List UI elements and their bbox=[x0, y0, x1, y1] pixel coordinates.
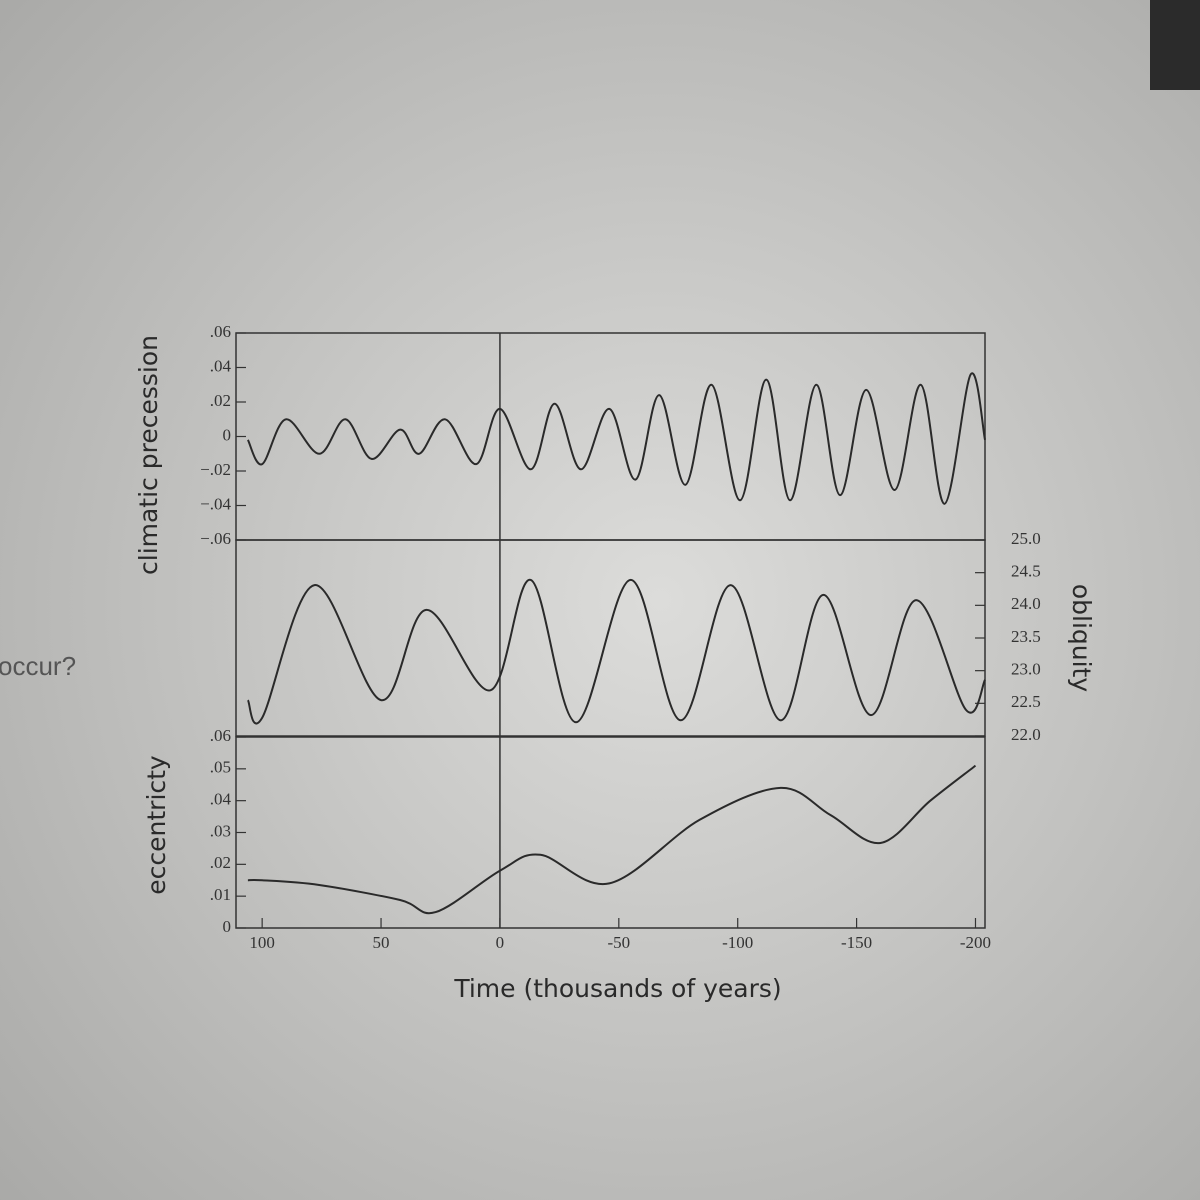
x-tick-label: -200 bbox=[960, 933, 991, 952]
y-tick-label: 22.0 bbox=[1011, 725, 1041, 744]
y-tick-label: 0 bbox=[223, 425, 232, 444]
y-tick-label: 23.0 bbox=[1011, 660, 1041, 679]
y-axis-title: climatic precession bbox=[134, 335, 163, 575]
y-tick-label: −.06 bbox=[200, 529, 231, 548]
y-tick-label: 0 bbox=[223, 917, 232, 936]
y-tick-label: .02 bbox=[210, 391, 231, 410]
plot: .06 .04 .02 0 −.02 −.04 −.06 climatic precessio… bbox=[134, 322, 1096, 1003]
y-tick-label: 25.0 bbox=[1011, 529, 1041, 548]
y-axis-title: eccentricty bbox=[142, 755, 171, 895]
series-line bbox=[247, 764, 977, 915]
x-axis-title: Time (thousands of years) bbox=[453, 974, 781, 1003]
y-tick-label: −.04 bbox=[200, 494, 231, 513]
y-tick-label: .06 bbox=[210, 322, 231, 341]
series-line bbox=[246, 372, 986, 505]
y-tick-label: 24.5 bbox=[1011, 562, 1041, 581]
screen-bezel bbox=[1150, 0, 1200, 90]
x-tick-label: -100 bbox=[722, 933, 753, 952]
y-axis-title: obliquity bbox=[1067, 584, 1096, 693]
y-tick-label: 22.5 bbox=[1011, 692, 1041, 711]
x-tick-label: 100 bbox=[249, 933, 275, 952]
question-text: occur? bbox=[0, 651, 76, 681]
x-tick-label: 0 bbox=[496, 933, 505, 952]
y-tick-label: .06 bbox=[210, 726, 231, 745]
y-tick-label: .02 bbox=[210, 853, 231, 872]
x-tick-label: -50 bbox=[607, 933, 630, 952]
y-tick-label: .01 bbox=[210, 885, 231, 904]
y-tick-label: .03 bbox=[210, 821, 231, 840]
y-tick-label: .04 bbox=[210, 790, 232, 809]
y-tick-label: .05 bbox=[210, 758, 231, 777]
y-tick-label: .04 bbox=[210, 356, 232, 375]
y-tick-label: −.02 bbox=[200, 460, 231, 479]
y-tick-label: 24.0 bbox=[1011, 594, 1041, 613]
series-line bbox=[246, 578, 986, 725]
x-tick-label: 50 bbox=[373, 933, 390, 952]
x-tick-label: -150 bbox=[841, 933, 872, 952]
y-tick-label: 23.5 bbox=[1011, 627, 1041, 646]
